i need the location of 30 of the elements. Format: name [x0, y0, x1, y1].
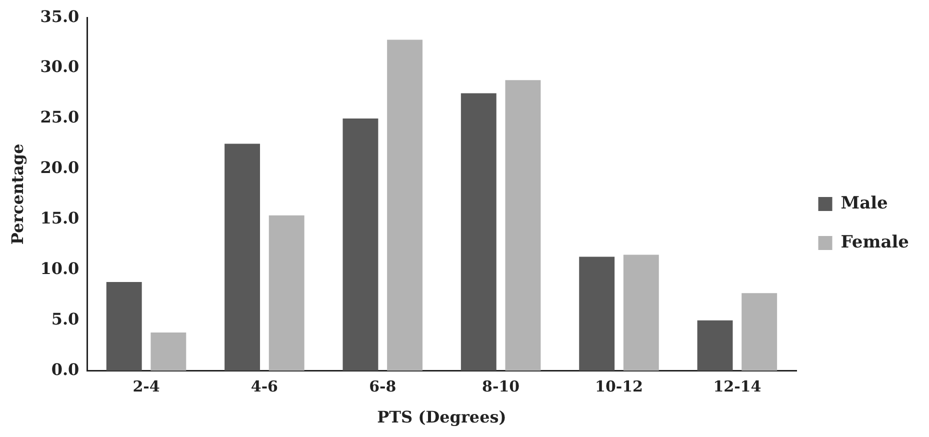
y-axis-title: Percentage	[8, 144, 27, 245]
x-tick-label: 10-12	[595, 378, 643, 396]
bar	[106, 282, 142, 371]
bar	[224, 144, 260, 371]
y-tick-label: 20.0	[40, 158, 80, 178]
bar	[742, 293, 778, 371]
legend-label: Male	[840, 193, 888, 214]
y-tick-label: 35.0	[40, 6, 80, 26]
bar	[579, 256, 615, 371]
bar	[505, 80, 541, 371]
y-tick-label: 30.0	[40, 57, 80, 76]
y-tick-label: 25.0	[40, 108, 80, 127]
bar	[268, 215, 304, 371]
bar	[342, 118, 378, 371]
y-tick-label: 15.0	[40, 208, 80, 228]
x-tick-label: 6-8	[369, 378, 396, 396]
bar	[623, 254, 659, 371]
x-tick-label: 2-4	[132, 378, 160, 396]
legend-label: Female	[840, 232, 910, 252]
x-axis-title: PTS (Degrees)	[377, 408, 506, 427]
bar	[697, 320, 733, 371]
bar	[387, 40, 423, 371]
bar	[460, 93, 496, 371]
y-tick-label: 10.0	[40, 259, 80, 278]
y-tick-label: 0.0	[51, 360, 80, 379]
bar	[150, 332, 186, 371]
y-tick-label: 5.0	[51, 310, 80, 328]
x-tick-label: 8-10	[482, 378, 520, 396]
x-tick-label: 12-14	[713, 378, 762, 396]
x-tick-label: 4-6	[250, 378, 278, 396]
